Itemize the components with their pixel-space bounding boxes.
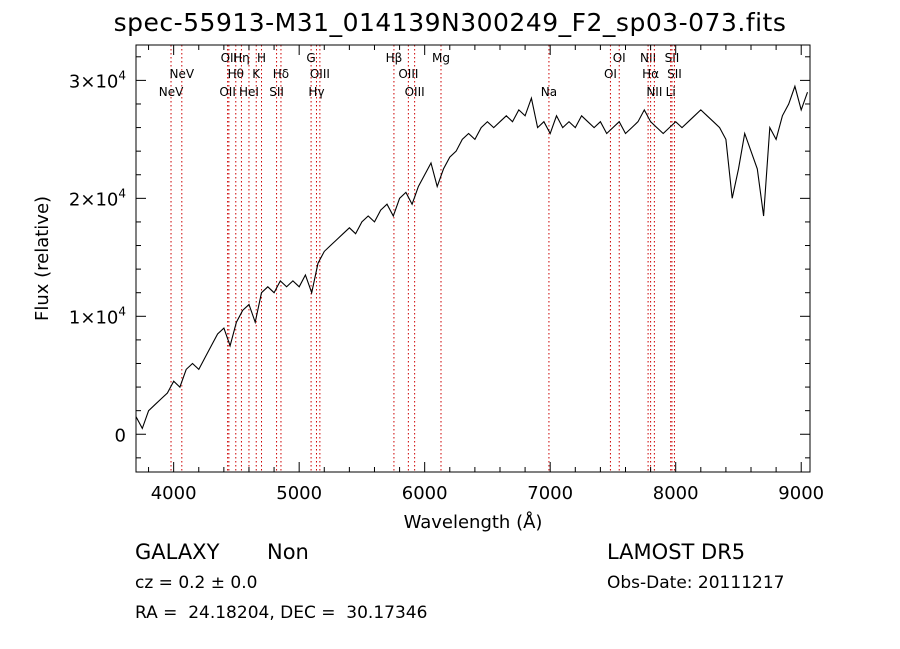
line-label: SII [667, 67, 682, 81]
line-label: HeI [239, 85, 259, 99]
x-tick-label: 9000 [778, 483, 824, 504]
redshift-text: cz = 0.2 ± 0.0 [135, 573, 258, 593]
x-tick-label: 8000 [653, 483, 699, 504]
line-label: G [306, 51, 315, 65]
line-label: OIII [398, 67, 418, 81]
y-tick-label: 2×104 [69, 186, 126, 210]
line-label: Hβ [386, 51, 403, 65]
chart-title: spec-55913-M31_014139N300249_F2_sp03-073… [113, 8, 787, 37]
y-tick-label: 0 [115, 425, 126, 446]
line-label: OI [613, 51, 626, 65]
x-tick-label: 5000 [276, 483, 322, 504]
line-label: OIII [310, 67, 330, 81]
line-label: Hδ [273, 67, 289, 81]
line-label: NeV [170, 67, 195, 81]
line-label: Na [541, 85, 557, 99]
survey-name: LAMOST DR5 [607, 540, 746, 564]
line-label: NII [646, 85, 662, 99]
y-axis-label: Flux (relative) [32, 196, 53, 321]
line-label: Hθ [228, 67, 244, 81]
x-tick-label: 6000 [402, 483, 448, 504]
object-subclass: Non [267, 540, 309, 564]
y-tick-label: 1×104 [69, 304, 126, 328]
line-label: NeV [159, 85, 184, 99]
obs-date: Obs-Date: 20111217 [607, 573, 785, 593]
line-label: H [257, 51, 266, 65]
y-tick-label: 3×104 [69, 68, 126, 92]
plot-frame [135, 44, 811, 473]
line-label: Mg [432, 51, 450, 65]
object-class: GALAXY [135, 540, 220, 564]
line-label: OIII [405, 85, 425, 99]
x-tick-label: 4000 [151, 483, 197, 504]
line-label: Hα [642, 67, 659, 81]
line-label: K [252, 67, 261, 81]
spectrum-line [135, 84, 809, 430]
line-label: Hη [233, 51, 250, 65]
line-label: Li [666, 85, 676, 99]
line-label: SII [665, 51, 680, 65]
coords-text: RA = 24.18204, DEC = 30.17346 [135, 603, 428, 623]
line-label: OI [604, 67, 617, 81]
line-label: OII [219, 85, 236, 99]
line-label: Hγ [308, 85, 324, 99]
line-label: NII [640, 51, 656, 65]
line-label: SII [269, 85, 284, 99]
x-tick-label: 7000 [527, 483, 573, 504]
x-axis-label: Wavelength (Å) [404, 511, 543, 533]
line-label: OII [221, 51, 238, 65]
